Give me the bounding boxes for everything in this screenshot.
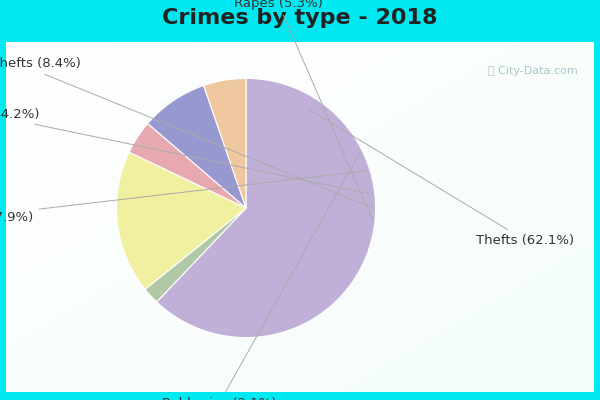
Wedge shape xyxy=(203,78,246,208)
Wedge shape xyxy=(145,208,246,302)
Wedge shape xyxy=(129,124,246,208)
Wedge shape xyxy=(116,152,246,289)
Text: Auto thefts (8.4%): Auto thefts (8.4%) xyxy=(0,58,373,208)
Wedge shape xyxy=(157,78,376,338)
Text: Crimes by type - 2018: Crimes by type - 2018 xyxy=(162,8,438,28)
Text: Burglaries (17.9%): Burglaries (17.9%) xyxy=(0,171,367,224)
Text: Robberies (2.1%): Robberies (2.1%) xyxy=(162,152,360,400)
Wedge shape xyxy=(148,86,246,208)
Text: Thefts (62.1%): Thefts (62.1%) xyxy=(309,109,575,247)
Text: Rapes (5.3%): Rapes (5.3%) xyxy=(234,0,373,222)
Text: ⓘ City-Data.com: ⓘ City-Data.com xyxy=(488,66,578,76)
Text: Assaults (4.2%): Assaults (4.2%) xyxy=(0,108,372,194)
